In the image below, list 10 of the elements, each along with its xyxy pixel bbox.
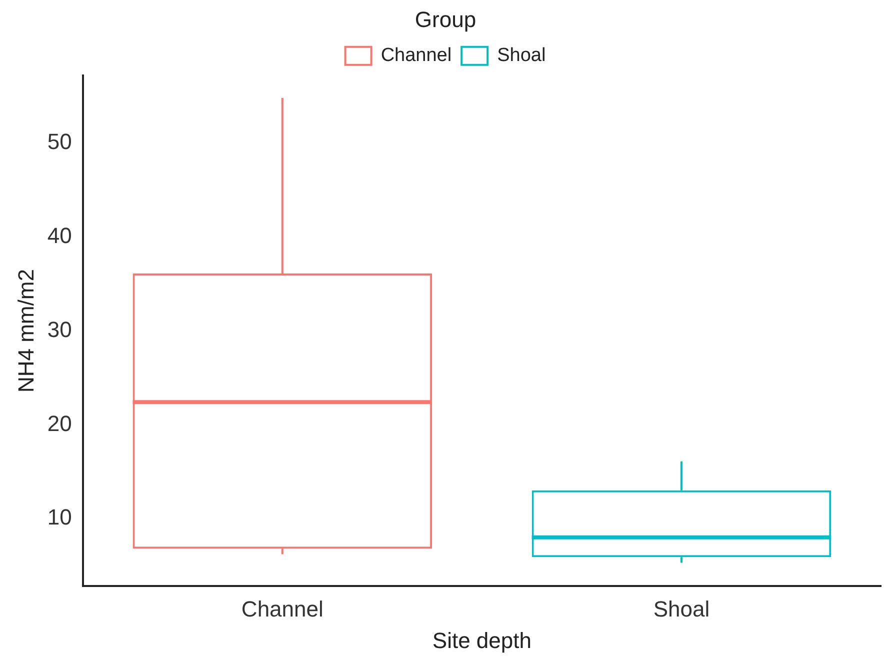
legend-label: Shoal	[497, 45, 546, 66]
legend-title: Group	[414, 7, 476, 32]
y-tick-label: 10	[47, 504, 72, 530]
legend-label: Channel	[380, 45, 452, 66]
y-tick-label: 30	[47, 316, 72, 342]
y-tick-label: 20	[47, 410, 72, 436]
y-tick-label: 40	[47, 222, 72, 248]
x-axis-title: Site depth	[432, 628, 532, 653]
y-axis-title: NH4 mm/m2	[13, 269, 38, 393]
y-tick-label: 50	[47, 129, 72, 154]
